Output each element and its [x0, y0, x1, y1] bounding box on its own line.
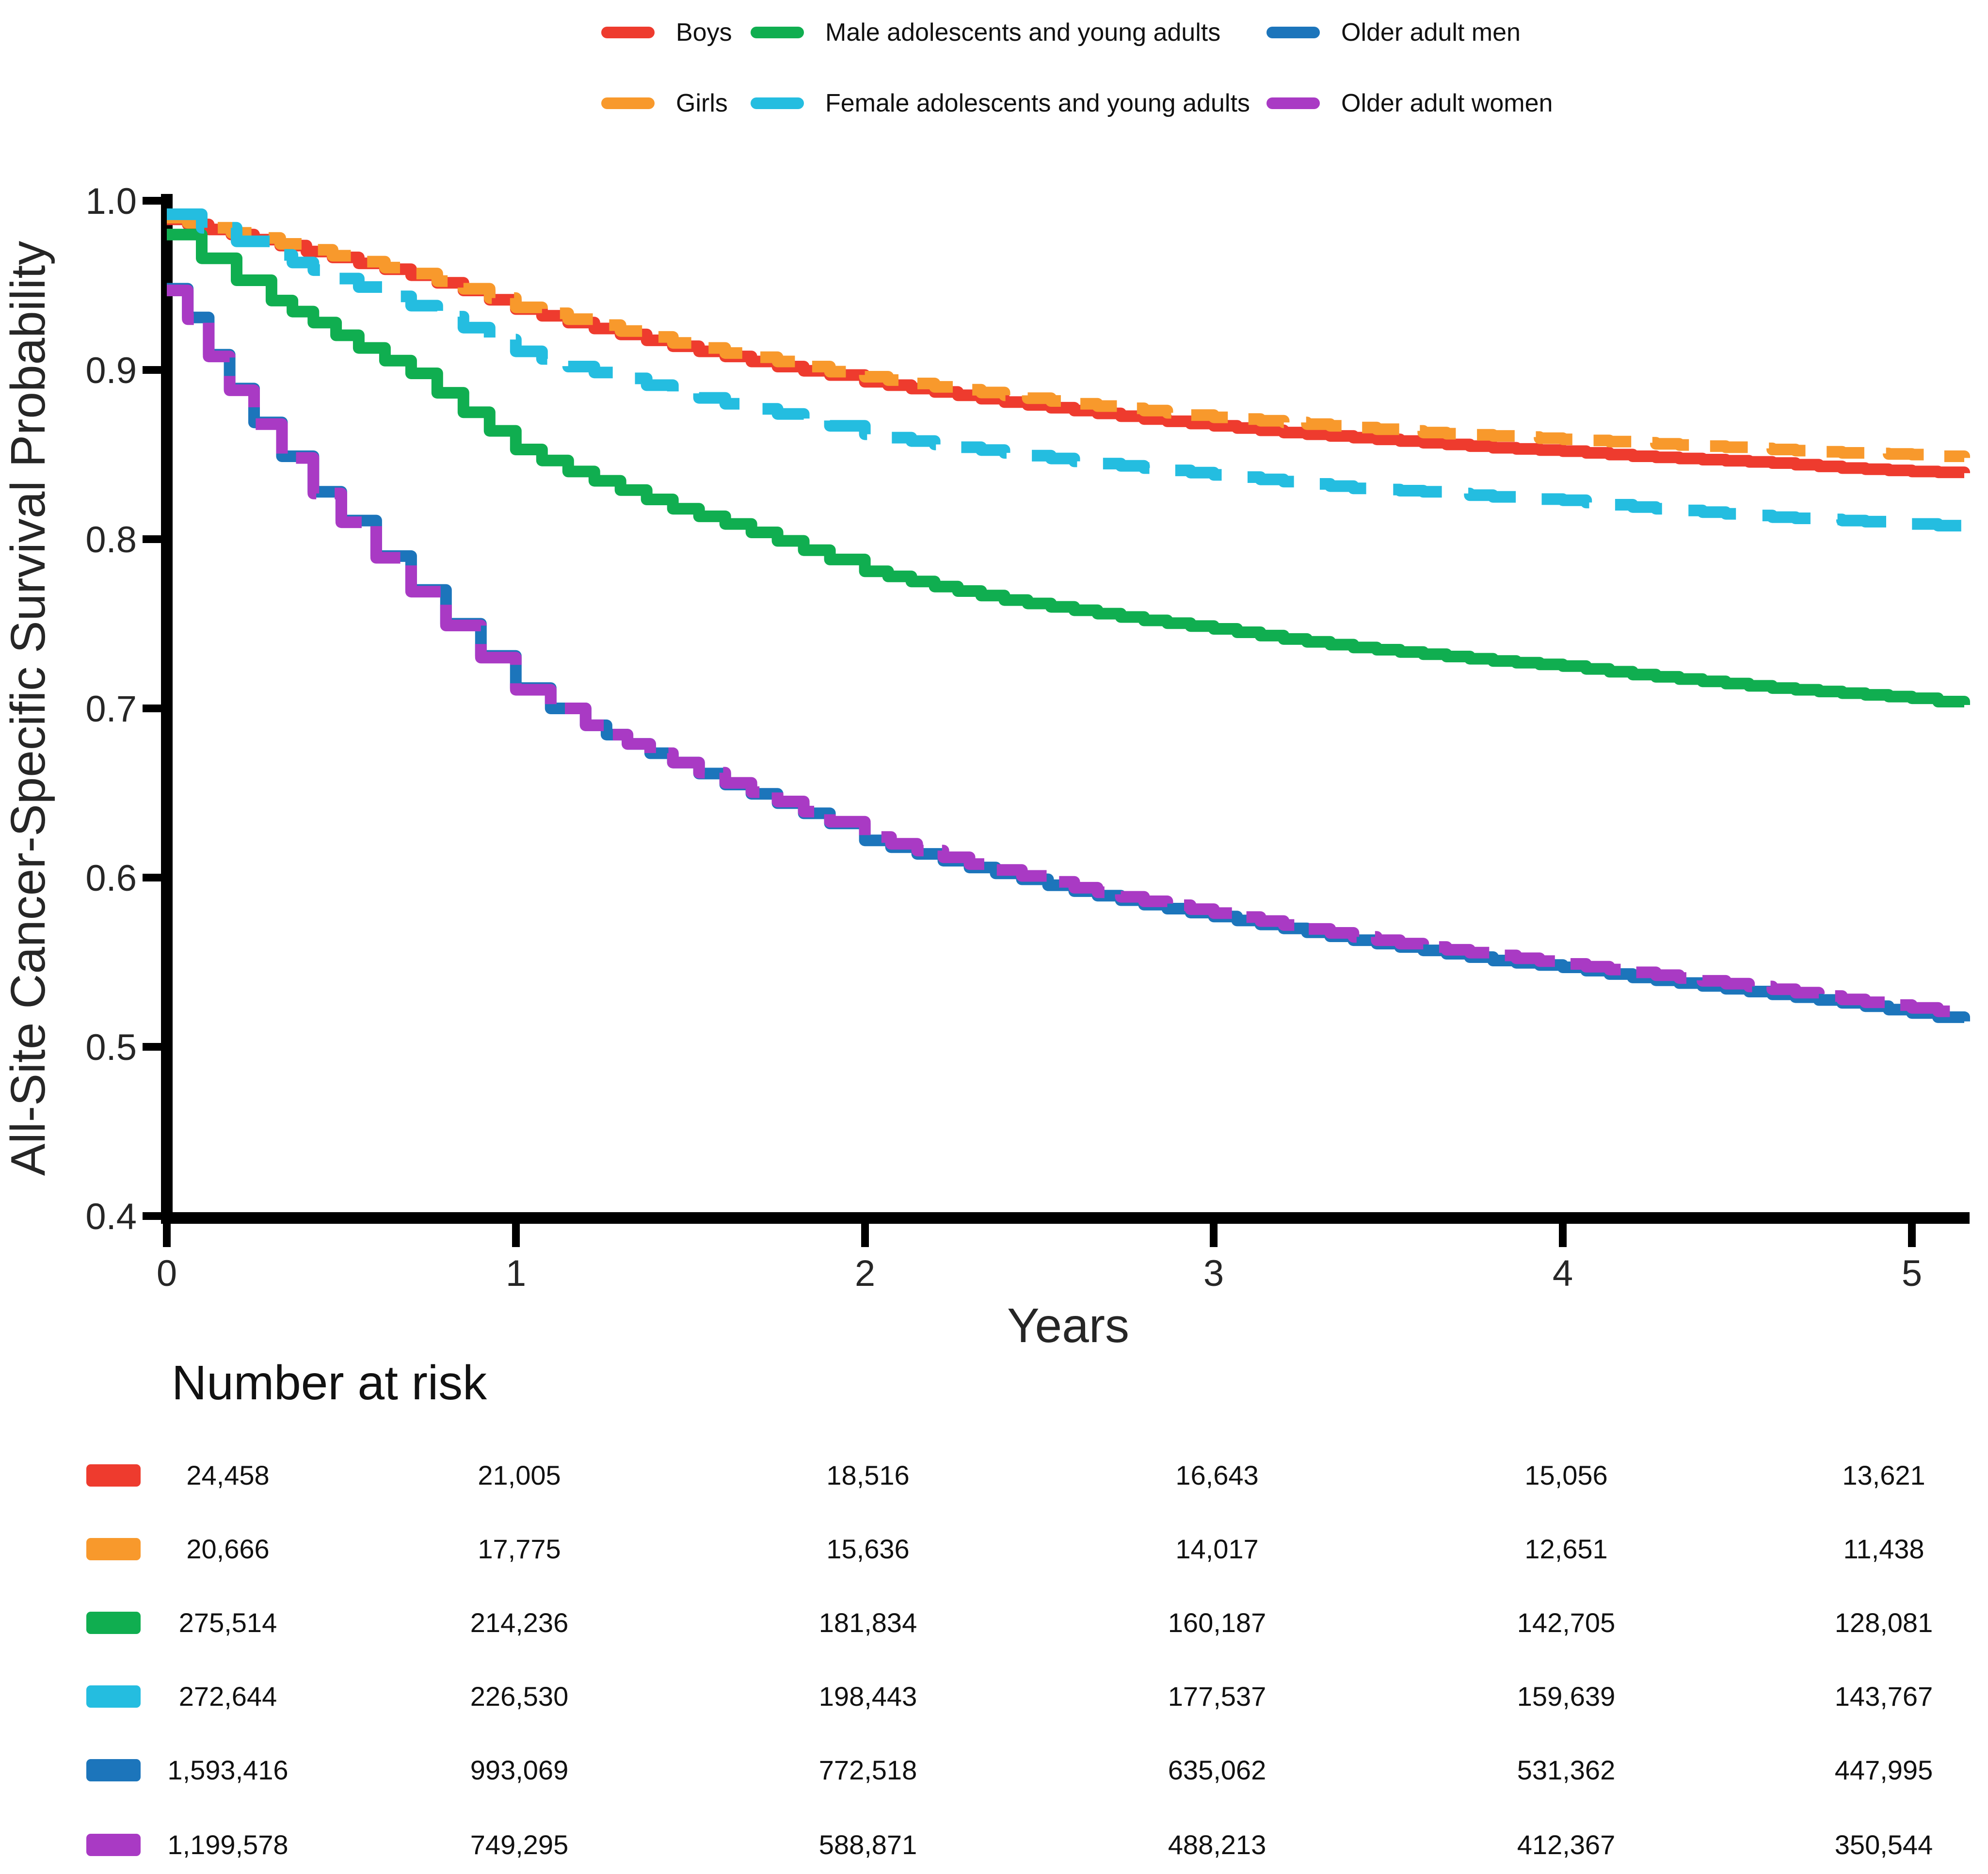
risk-count: 159,639: [1517, 1681, 1616, 1712]
y-tick-label: 0.5: [85, 1027, 137, 1068]
risk-count: 1,593,416: [167, 1755, 289, 1785]
risk-count: 635,062: [1168, 1755, 1267, 1785]
risk-count: 13,621: [1842, 1460, 1925, 1490]
x-axis-ticks: [163, 1224, 1916, 1247]
legend-label: Older adult women: [1341, 89, 1553, 117]
y-tick-label: 0.8: [85, 519, 137, 561]
risk-count: 142,705: [1517, 1607, 1616, 1638]
legend-label: Boys: [676, 18, 732, 47]
risk-count: 181,834: [818, 1607, 917, 1638]
legend-swatch-male-aya: [751, 27, 804, 38]
legend-label: Male adolescents and young adults: [825, 18, 1221, 47]
risk-count: 15,056: [1524, 1460, 1608, 1490]
risk-count: 18,516: [826, 1460, 910, 1490]
risk-count: 21,005: [478, 1460, 561, 1490]
legend-item-boys: Boys: [601, 19, 732, 46]
risk-count: 160,187: [1168, 1607, 1267, 1638]
legend-swatch-female-aya: [751, 97, 804, 109]
risk-row-swatch: [86, 1464, 141, 1487]
legend-item-female-aya: Female adolescents and young adults: [751, 90, 1250, 117]
risk-count: 12,651: [1524, 1534, 1608, 1564]
risk-count: 447,995: [1834, 1755, 1933, 1785]
risk-count: 993,069: [470, 1755, 569, 1785]
x-tick-label: 5: [1902, 1253, 1922, 1294]
risk-count: 531,362: [1517, 1755, 1616, 1785]
legend-item-girls: Girls: [601, 90, 728, 117]
y-axis-tick-labels: 1.0 0.9 0.8 0.7 0.6 0.5 0.4: [85, 181, 137, 1237]
x-axis-title: Years: [1007, 1298, 1129, 1353]
risk-count: 749,295: [470, 1829, 569, 1860]
risk-count: 198,443: [818, 1681, 917, 1712]
legend-item-male-aya: Male adolescents and young adults: [751, 19, 1220, 46]
risk-row-swatch: [86, 1759, 141, 1781]
risk-table-title: Number at risk: [172, 1356, 487, 1410]
risk-count: 14,017: [1175, 1534, 1259, 1564]
risk-count: 772,518: [818, 1755, 917, 1785]
risk-count: 177,537: [1168, 1681, 1267, 1712]
x-axis-tick-labels: 0 1 2 3 4 5: [157, 1253, 1922, 1294]
risk-count: 17,775: [478, 1534, 561, 1564]
risk-count: 143,767: [1834, 1681, 1933, 1712]
legend-swatch-boys: [601, 27, 655, 38]
risk-count: 15,636: [826, 1534, 910, 1564]
legend-swatch-girls: [601, 97, 655, 109]
survival-curves: [167, 208, 1970, 1023]
x-tick-label: 0: [157, 1253, 177, 1294]
y-tick-label: 0.7: [85, 689, 137, 730]
risk-count: 1,199,578: [167, 1829, 289, 1860]
risk-row-swatch: [86, 1685, 141, 1708]
y-tick-label: 0.6: [85, 858, 137, 899]
risk-count: 275,514: [178, 1607, 277, 1638]
risk-count: 272,644: [178, 1681, 277, 1712]
risk-count: 412,367: [1517, 1829, 1616, 1860]
curve-older-adult-women: [167, 285, 1970, 1017]
y-tick-label: 1.0: [85, 181, 137, 222]
y-axis-title: All-Site Cancer-Specific Survival Probab…: [1, 241, 55, 1176]
risk-count: 588,871: [818, 1829, 917, 1860]
risk-count: 214,236: [470, 1607, 569, 1638]
curve-girls: [167, 211, 1970, 462]
legend-label: Girls: [676, 89, 728, 117]
y-tick-label: 0.9: [85, 350, 137, 391]
x-tick-label: 1: [506, 1253, 526, 1294]
risk-count: 20,666: [186, 1534, 270, 1564]
risk-count: 488,213: [1168, 1829, 1267, 1860]
risk-count: 16,643: [1175, 1460, 1259, 1490]
x-tick-label: 4: [1553, 1253, 1573, 1294]
risk-count: 226,530: [470, 1681, 569, 1712]
risk-count: 24,458: [186, 1460, 270, 1490]
risk-row-swatch: [86, 1612, 141, 1634]
legend-label: Older adult men: [1341, 18, 1521, 47]
legend-label: Female adolescents and young adults: [825, 89, 1250, 117]
x-tick-label: 2: [855, 1253, 875, 1294]
curve-female-adolescents-and-young-adults: [167, 208, 1970, 532]
risk-row-swatch: [86, 1834, 141, 1856]
legend-swatch-older-men: [1267, 27, 1320, 38]
legend-item-older-men: Older adult men: [1267, 19, 1521, 46]
risk-row-swatch: [86, 1538, 141, 1560]
legend-item-older-women: Older adult women: [1267, 90, 1553, 117]
x-tick-label: 3: [1203, 1253, 1224, 1294]
curve-boys: [167, 213, 1970, 479]
curve-male-adolescents-and-young-adults: [167, 228, 1970, 707]
risk-count: 350,544: [1834, 1829, 1933, 1860]
y-tick-label: 0.4: [85, 1196, 137, 1237]
survival-plot: 1.0 0.9 0.8 0.7 0.6 0.5 0.4 0 1 2 3 4 5 …: [1, 181, 1970, 1353]
risk-count: 11,438: [1843, 1534, 1924, 1564]
curve-older-adult-men: [167, 283, 1970, 1023]
legend-swatch-older-women: [1267, 97, 1320, 109]
y-axis-ticks: [143, 197, 165, 1220]
risk-count: 128,081: [1834, 1607, 1933, 1638]
